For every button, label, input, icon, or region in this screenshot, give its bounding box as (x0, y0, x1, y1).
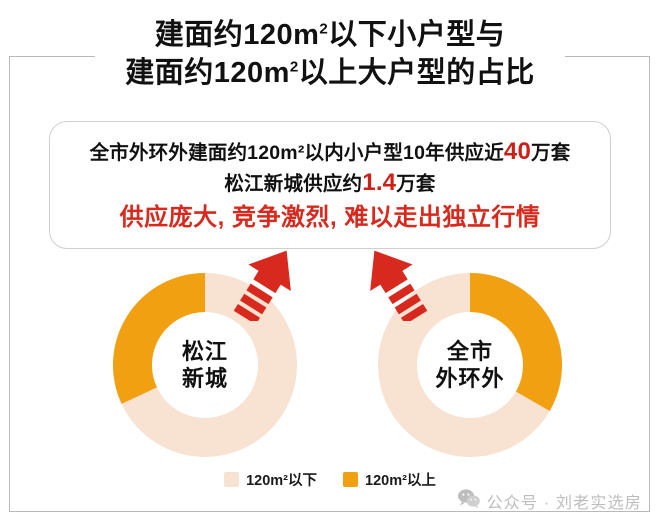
arrow-up-right (355, 243, 433, 326)
callout-line-1: 全市外环外建面约120m²以内小户型10年供应近40万套 (90, 137, 571, 168)
wechat-icon (457, 489, 480, 513)
title-line-1-pre: 建面约 (154, 19, 244, 51)
arrow-up-left (228, 243, 306, 326)
chart-legend: 120m²以下 120m²以上 (0, 469, 660, 490)
title-line-1-number: 120 (243, 19, 294, 51)
legend-item-large: 120m²以上 (343, 469, 436, 490)
callout-line-3-emphasis: 供应庞大, 竞争激烈, 难以走出独立行情 (119, 204, 541, 231)
title-line-2-number: 120 (213, 57, 264, 89)
callout-line-2-suffix: 万套 (396, 173, 436, 195)
callout-line-1-suffix: 万套 (531, 142, 571, 164)
title-line-1-superscript: 2 (319, 20, 329, 38)
title-line-2-pre: 建面约 (125, 57, 214, 89)
callout-box: 全市外环外建面约120m²以内小户型10年供应近40万套 松江新城供应约1.4万… (49, 121, 611, 249)
watermark-text: 公众号 · 刘老实选房 (486, 495, 642, 512)
legend-swatch-small (224, 472, 240, 487)
legend-label-large: 120m²以上 (365, 473, 436, 489)
title-line-2-post: 以上大户型的占比 (298, 57, 535, 89)
legend-swatch-large (343, 472, 358, 487)
title-line-2-unit: m (263, 57, 290, 89)
callout-line-2-highlight: 1.4 (362, 169, 397, 196)
legend-item-small: 120m²以下 (224, 469, 317, 490)
title-line-2-superscript: 2 (289, 58, 299, 76)
callout-line-2-text: 松江新城供应约 (224, 173, 363, 195)
frame-title-gap (95, 44, 565, 70)
watermark: 公众号 · 刘老实选房 (457, 489, 642, 513)
callout-line-2: 松江新城供应约1.4万套 (224, 168, 435, 199)
callout-line-1-highlight: 40 (503, 138, 532, 165)
callout-line-1-text: 全市外环外建面约120m²以内小户型10年供应近 (89, 142, 504, 164)
title-line-1-unit: m (293, 19, 320, 51)
title-line-1-post: 以下小户型与 (328, 19, 506, 51)
legend-label-small: 120m²以下 (246, 473, 317, 489)
title-line-2: 建面约120m2以上大户型的占比 (0, 54, 660, 92)
donut-right-segment-large (469, 273, 562, 411)
donut-left-segment-large (113, 273, 206, 404)
page-title: 建面约120m2以下小户型与 建面约120m2以上大户型的占比 (0, 16, 660, 92)
title-line-1: 建面约120m2以下小户型与 (0, 16, 660, 54)
